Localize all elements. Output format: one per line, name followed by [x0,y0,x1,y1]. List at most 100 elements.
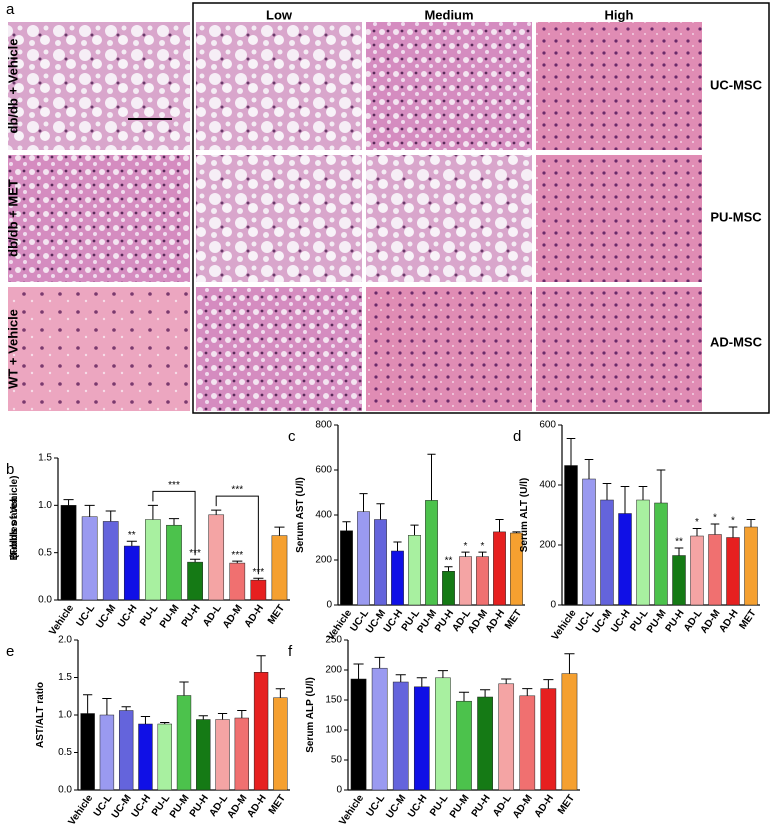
y-tick-label: 250 [325,635,342,646]
panel-label: a [6,1,15,18]
x-tick-label: AD-H [245,793,268,820]
bar [442,571,455,606]
bar [350,678,367,791]
bar [80,713,95,791]
bar [498,683,515,791]
error-bar [746,519,756,527]
micrograph [366,22,532,150]
significance: * [713,513,717,524]
error-bar [147,504,158,520]
error-bar [522,688,533,696]
micrograph [8,155,190,282]
error-bar [692,528,702,536]
bar [229,562,246,601]
x-tick-label: UC-H [609,608,632,635]
bar [582,478,596,606]
error-bar [564,653,575,674]
y-axis-label: Bubbles area(Folds of Vehicle) [9,476,20,561]
error-bar [501,678,512,684]
y-tick-label: 1.5 [38,453,52,464]
y-tick-label: 0 [326,600,332,611]
x-tick-label: PU-L [428,793,450,818]
y-tick-label: 600 [539,420,556,431]
bar [391,550,404,606]
significance: *** [168,480,180,491]
bar [493,531,506,606]
error-bar [140,716,151,724]
bar [600,499,614,606]
y-axis-label: Serum AST (U/l) [295,477,306,553]
error-bar [461,551,470,557]
x-tick-label: UC-H [406,793,429,820]
x-tick-label: Vehicle [66,793,95,828]
micrograph [196,22,362,150]
error-bar [217,713,228,720]
bar [654,502,668,606]
x-tick-label: AD-M [511,793,535,821]
bar [157,723,172,791]
significance: * [464,541,468,552]
x-tick-label: PU-H [433,608,456,634]
error-bar [444,566,453,572]
x-tick-label: UC-H [382,608,405,635]
bar [99,714,115,791]
panel-label: b [6,461,14,478]
error-bar [584,459,594,479]
error-bar [458,691,470,702]
bar [435,677,451,791]
bar [102,521,119,601]
error-bar [480,689,491,697]
error-bar [237,710,247,718]
group-header: AD-MSC [710,334,763,349]
error-bar [198,715,208,720]
bar [187,561,203,601]
bar [456,700,472,791]
row-header: db/db + Vehicle [5,39,20,134]
error-bar [376,503,385,520]
bar [561,673,578,791]
x-tick-label: PU-H [470,793,493,819]
error-bar [253,577,264,581]
row-header: WT + Vehicle [5,309,20,389]
significance: ** [675,537,683,548]
bar [273,697,288,791]
row-header: db/db + MET [5,179,20,257]
comparison-bracket [215,495,259,575]
error-bar [256,655,266,673]
error-bar [674,547,684,556]
bar [340,530,353,606]
x-tick-label: AD-M [225,793,249,821]
bar [145,519,161,601]
bar [564,465,578,606]
error-bar [179,681,189,696]
error-bar [353,663,364,679]
bar [250,579,267,601]
y-tick-label: 0.0 [58,785,72,796]
y-axis-label: Serum ALT (U/l) [519,478,530,552]
error-bar [121,706,131,711]
column-header: Low [266,7,293,22]
x-tick-label: MET [738,608,759,632]
y-tick-label: 0.5 [38,547,52,558]
y-tick-label: 100 [325,725,342,736]
error-bar [478,551,487,557]
micrograph [536,22,702,150]
x-tick-label: MET [266,603,287,627]
x-tick-label: PU-L [138,603,160,628]
bar [744,526,758,606]
error-bar [410,524,419,536]
x-tick-label: MET [267,793,288,817]
bar [60,505,77,601]
x-tick-label: PU-H [180,603,203,629]
error-bar [105,510,116,522]
x-tick-label: Vehicle [337,793,366,828]
bar [672,555,686,606]
error-bar [342,521,351,531]
error-bar [83,694,93,714]
bar [690,535,704,606]
micrograph [536,155,702,282]
error-bar [160,722,170,724]
